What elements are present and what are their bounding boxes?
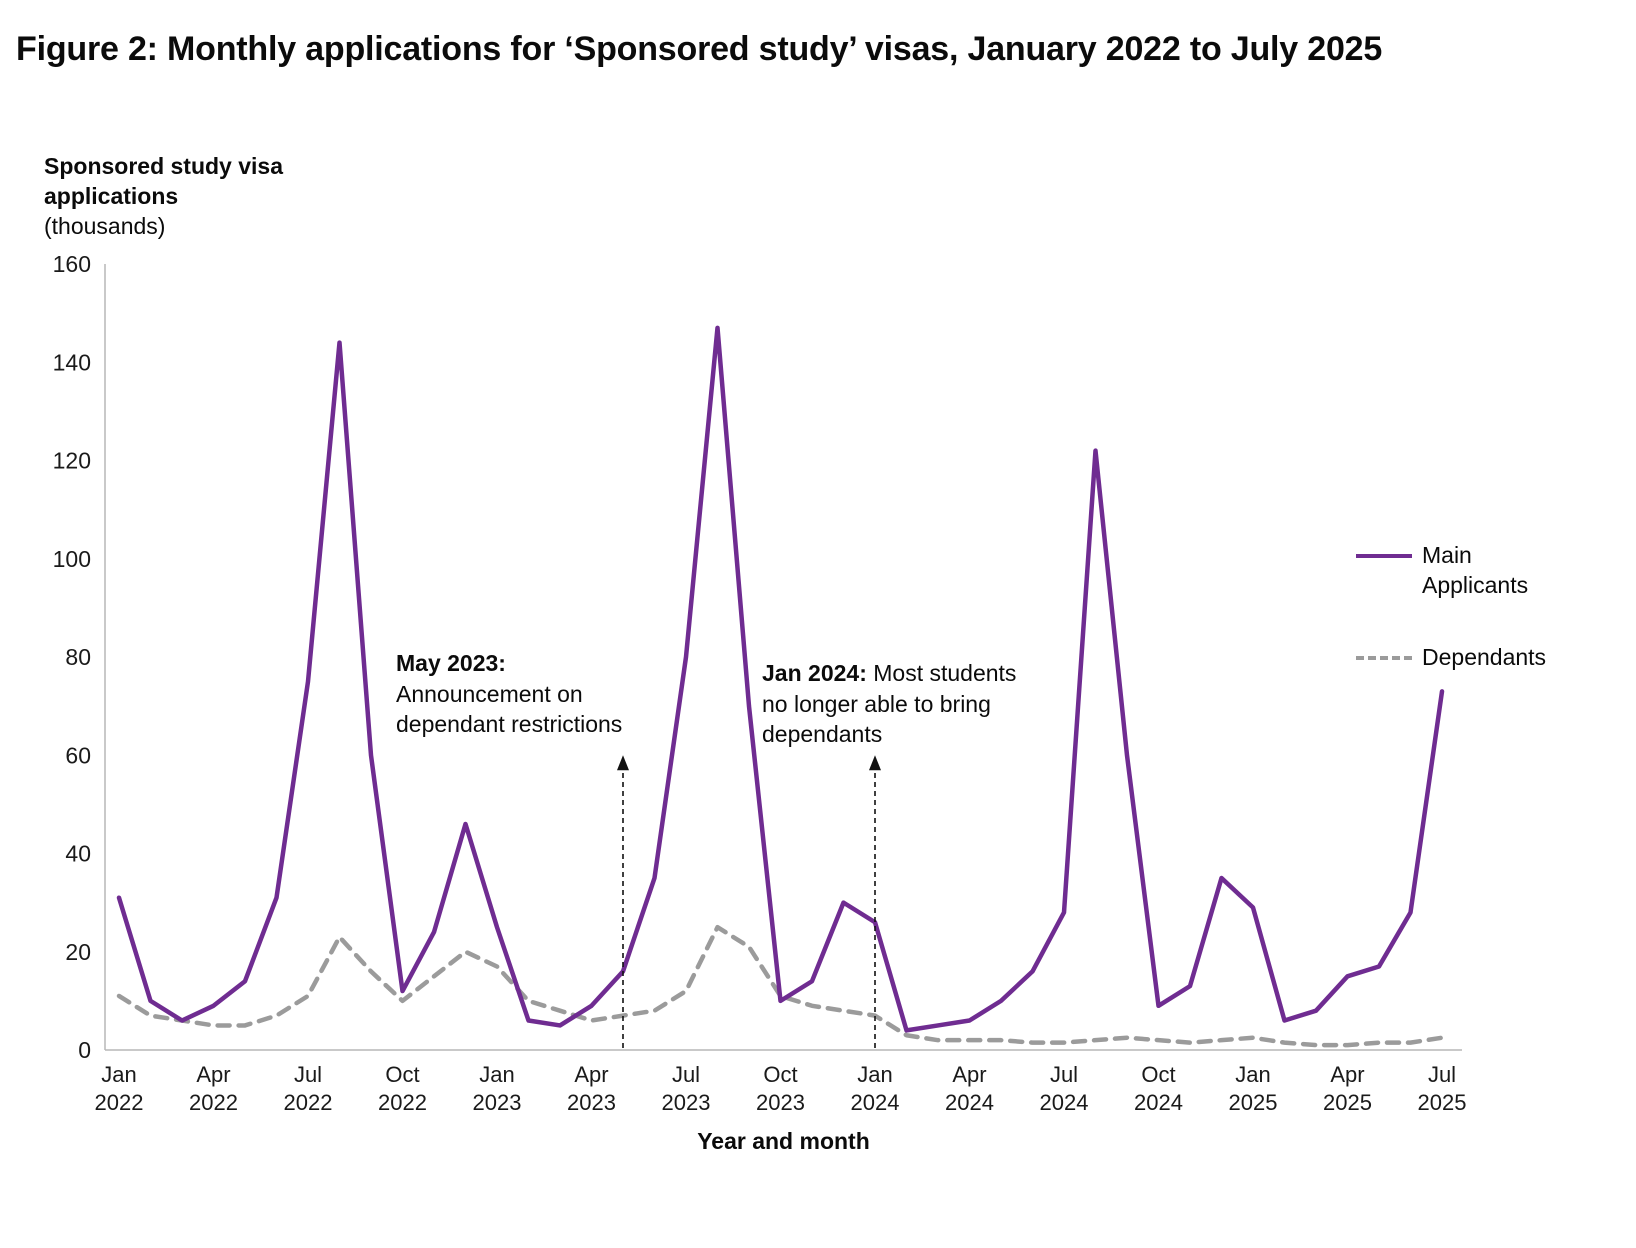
- y-tick-label: 100: [53, 546, 91, 572]
- x-tick-label-year: 2025: [1418, 1090, 1467, 1115]
- y-tick-label: 120: [53, 448, 91, 474]
- x-tick-label-month: Jul: [672, 1062, 700, 1087]
- y-tick-label: 20: [65, 939, 91, 965]
- annotation-jan-2024-label: Jan 2024:: [762, 660, 867, 686]
- x-tick-label-year: 2022: [95, 1090, 144, 1115]
- legend-label-main-applicants: Main Applicants: [1422, 542, 1529, 598]
- annotation-jan-2024-text: Most students no longer able to bring de…: [762, 660, 1017, 748]
- y-axis-title-bold: Sponsored study visa applications: [44, 153, 284, 209]
- x-tick-label-month: Jan: [1235, 1062, 1270, 1087]
- y-tick-label: 60: [65, 742, 91, 768]
- x-tick-label-year: 2025: [1229, 1090, 1278, 1115]
- x-tick-label-year: 2024: [1040, 1090, 1089, 1115]
- legend-swatch-main-applicants-line: [1356, 554, 1412, 558]
- x-tick-label-year: 2022: [284, 1090, 333, 1115]
- figure-title: Figure 2: Monthly applications for ‘Spon…: [16, 30, 1383, 68]
- y-tick-label: 0: [78, 1037, 91, 1063]
- x-tick-label-year: 2025: [1323, 1090, 1372, 1115]
- x-tick-label-year: 2023: [662, 1090, 711, 1115]
- x-tick-label-year: 2023: [567, 1090, 616, 1115]
- x-tick-label-month: Oct: [1141, 1062, 1175, 1087]
- x-tick-label-month: Oct: [763, 1062, 797, 1087]
- x-tick-label-month: Oct: [385, 1062, 419, 1087]
- y-tick-label: 140: [53, 349, 91, 375]
- legend-label-dependants: Dependants: [1422, 643, 1547, 670]
- x-tick-label-month: Jul: [294, 1062, 322, 1087]
- y-tick-label: 160: [53, 251, 91, 277]
- annotation-arrow-head: [617, 755, 629, 771]
- x-tick-label-year: 2024: [851, 1090, 900, 1115]
- y-axis-title-note: (thousands): [44, 212, 166, 239]
- annotation-jan-2024: Jan 2024: Most students no longer able t…: [762, 658, 1042, 750]
- x-tick-label-year: 2024: [1134, 1090, 1183, 1115]
- x-tick-label-month: Jul: [1050, 1062, 1078, 1087]
- annotation-may-2023-text: Announcement on dependant restrictions: [396, 680, 623, 738]
- legend-item-main-applicants: Main Applicants: [1356, 541, 1554, 601]
- y-tick-label: 80: [65, 644, 91, 670]
- x-tick-label-year: 2023: [756, 1090, 805, 1115]
- annotation-may-2023: May 2023: Announcement on dependant rest…: [396, 648, 648, 740]
- legend-item-dependants: Dependants: [1356, 643, 1554, 673]
- legend-swatch-dependants-line: [1356, 655, 1412, 660]
- x-tick-label-month: Jan: [857, 1062, 892, 1087]
- x-tick-label-year: 2023: [473, 1090, 522, 1115]
- x-tick-label-month: Apr: [196, 1062, 230, 1087]
- x-tick-label-month: Apr: [952, 1062, 986, 1087]
- x-tick-label-month: Apr: [1330, 1062, 1364, 1087]
- x-tick-label-month: Jul: [1428, 1062, 1456, 1087]
- annotation-arrow-head: [869, 755, 881, 771]
- x-axis-title: Year and month: [697, 1128, 870, 1154]
- x-tick-label-month: Jan: [479, 1062, 514, 1087]
- legend: Main Applicants Dependants: [1356, 541, 1554, 673]
- x-tick-label-month: Jan: [101, 1062, 136, 1087]
- series-line-main-applicants: [116, 325, 1445, 1033]
- x-tick-label-year: 2024: [945, 1090, 994, 1115]
- y-axis-title: Sponsored study visa applications (thous…: [44, 152, 344, 242]
- x-tick-label-year: 2022: [378, 1090, 427, 1115]
- annotation-may-2023-label: May 2023:: [396, 650, 506, 676]
- x-tick-label-month: Apr: [574, 1062, 608, 1087]
- y-tick-label: 40: [65, 841, 91, 867]
- x-tick-label-year: 2022: [189, 1090, 238, 1115]
